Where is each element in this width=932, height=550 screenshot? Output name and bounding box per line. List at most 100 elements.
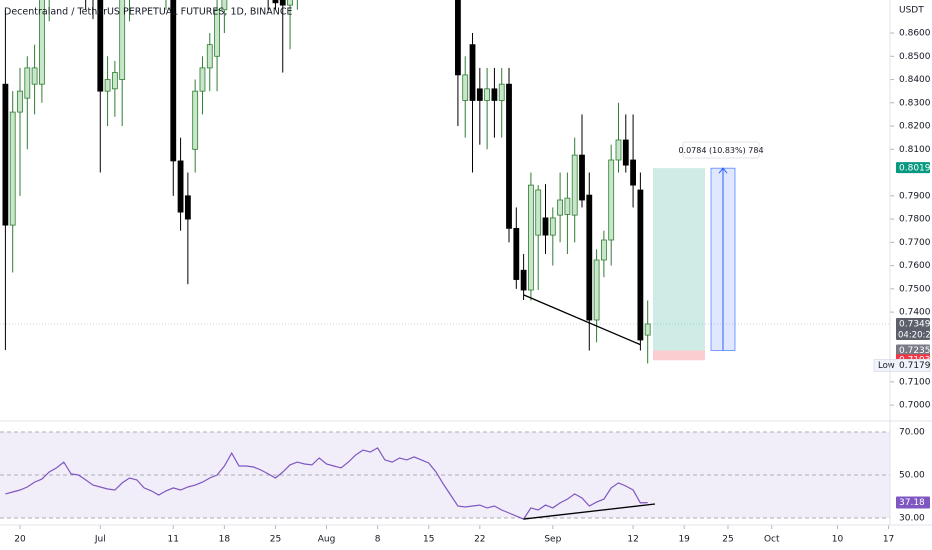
x-tick-label: Oct <box>764 535 780 545</box>
rsi-badge <box>896 496 930 509</box>
candle-body <box>279 0 286 6</box>
low-name: Low <box>878 361 895 371</box>
candle-body <box>97 0 104 92</box>
candle-body <box>600 239 607 261</box>
candle-body <box>535 189 542 236</box>
y-tick-label: 0.7800 <box>899 215 931 225</box>
measure-label: 0.0784 (10.83%) 784 <box>678 146 763 155</box>
x-tick-label: 25 <box>722 535 733 545</box>
currency: USDT <box>899 6 924 16</box>
price-badge-time: 04:20:21 <box>898 330 932 340</box>
rsi-tick-label: 50.00 <box>899 470 925 480</box>
price-badge <box>896 344 930 356</box>
chart-title: Decentraland / TetherUS PERPETUAL FUTURE… <box>4 7 293 18</box>
candle-body <box>104 79 111 92</box>
candle-body <box>484 88 491 101</box>
x-tick-label: 19 <box>678 535 690 545</box>
profit-zone <box>653 168 705 351</box>
y-tick-label: 0.8200 <box>899 122 931 132</box>
candle-body <box>214 9 220 57</box>
candle-body <box>9 111 16 226</box>
x-tick-label: 11 <box>168 535 179 545</box>
price-badge <box>896 317 930 340</box>
y-tick-label: 0.7000 <box>899 401 931 411</box>
candle-body <box>192 90 199 150</box>
y-tick-label: 0.7100 <box>899 377 931 387</box>
candle-body <box>528 184 534 291</box>
candle-body <box>221 0 228 11</box>
trend-line <box>523 294 641 346</box>
x-tick-label: 8 <box>375 535 381 545</box>
candle-body <box>119 0 126 80</box>
price-badge-label: 0.7349 <box>899 319 931 329</box>
candle-body <box>630 159 636 186</box>
candle-body <box>31 67 38 85</box>
loss-zone <box>653 350 705 361</box>
candle-body <box>557 199 564 216</box>
x-tick-label: 10 <box>832 535 844 545</box>
x-tick-label: Aug <box>318 535 336 545</box>
candle-body <box>462 74 469 101</box>
rsi-tick-label: 70.00 <box>899 427 925 437</box>
price-badge-label: 0.7235 <box>899 346 931 356</box>
y-tick-label: 0.8300 <box>899 98 931 108</box>
candle-body <box>272 0 279 4</box>
candle-body <box>637 189 644 341</box>
candle-body <box>586 194 593 321</box>
x-tick-label: 12 <box>627 535 638 545</box>
y-tick-label: 0.8400 <box>899 75 931 85</box>
x-tick-label: 15 <box>423 535 434 545</box>
rsi-badge-label: 37.18 <box>899 498 925 508</box>
y-tick-label: 0.7700 <box>899 238 931 248</box>
candle-body <box>170 0 177 162</box>
candle-body <box>17 90 23 113</box>
candle-body <box>564 197 571 215</box>
candle-body <box>579 154 585 201</box>
x-tick-label: 17 <box>883 535 894 545</box>
candle-body <box>520 269 527 291</box>
candle-body <box>287 0 293 6</box>
measure-arrowhead <box>718 167 728 174</box>
candle-body <box>593 259 600 321</box>
x-tick-label: 20 <box>14 535 26 545</box>
candle-body <box>571 154 578 216</box>
y-tick-label: 0.7900 <box>899 191 931 201</box>
rsi-line <box>5 447 648 520</box>
y-tick-label: 0.7600 <box>899 261 931 271</box>
candle-body <box>206 44 213 69</box>
x-tick-label: Jul <box>94 535 106 545</box>
y-tick-label: 0.7400 <box>899 308 931 318</box>
candle-body <box>111 72 118 90</box>
rsi-trend-line <box>523 503 656 520</box>
candle-body <box>177 160 184 213</box>
candle-body <box>455 0 461 76</box>
candle-body <box>38 0 45 85</box>
candle-body <box>491 88 498 101</box>
candle-body <box>469 44 476 101</box>
candle-body <box>476 88 483 101</box>
price-badge-label: 0.8019 <box>899 164 931 174</box>
candle-body <box>199 67 206 92</box>
candle-body <box>549 217 556 236</box>
candle-body <box>644 323 651 336</box>
candle-body <box>2 83 9 226</box>
y-tick-label: 0.8100 <box>899 145 931 155</box>
x-tick-label: 22 <box>474 535 485 545</box>
x-tick-label: 25 <box>270 535 281 545</box>
y-tick-label: 0.8500 <box>899 52 931 62</box>
candle-body <box>184 195 191 220</box>
rsi-tick-label: 30.00 <box>899 513 925 523</box>
low-badge <box>873 358 931 372</box>
x-tick-label: Sep <box>544 535 561 545</box>
candle-body <box>24 67 31 99</box>
y-tick-label: 0.8600 <box>899 29 931 39</box>
y-tick-label: 0.7500 <box>899 284 931 294</box>
price-badge <box>896 162 930 174</box>
candle-body <box>542 217 549 236</box>
candle-body <box>513 227 520 280</box>
candle-body <box>506 83 512 229</box>
low-label: 0.7179 <box>899 361 931 371</box>
x-tick-label: 18 <box>219 535 231 545</box>
candle-body <box>622 139 629 166</box>
